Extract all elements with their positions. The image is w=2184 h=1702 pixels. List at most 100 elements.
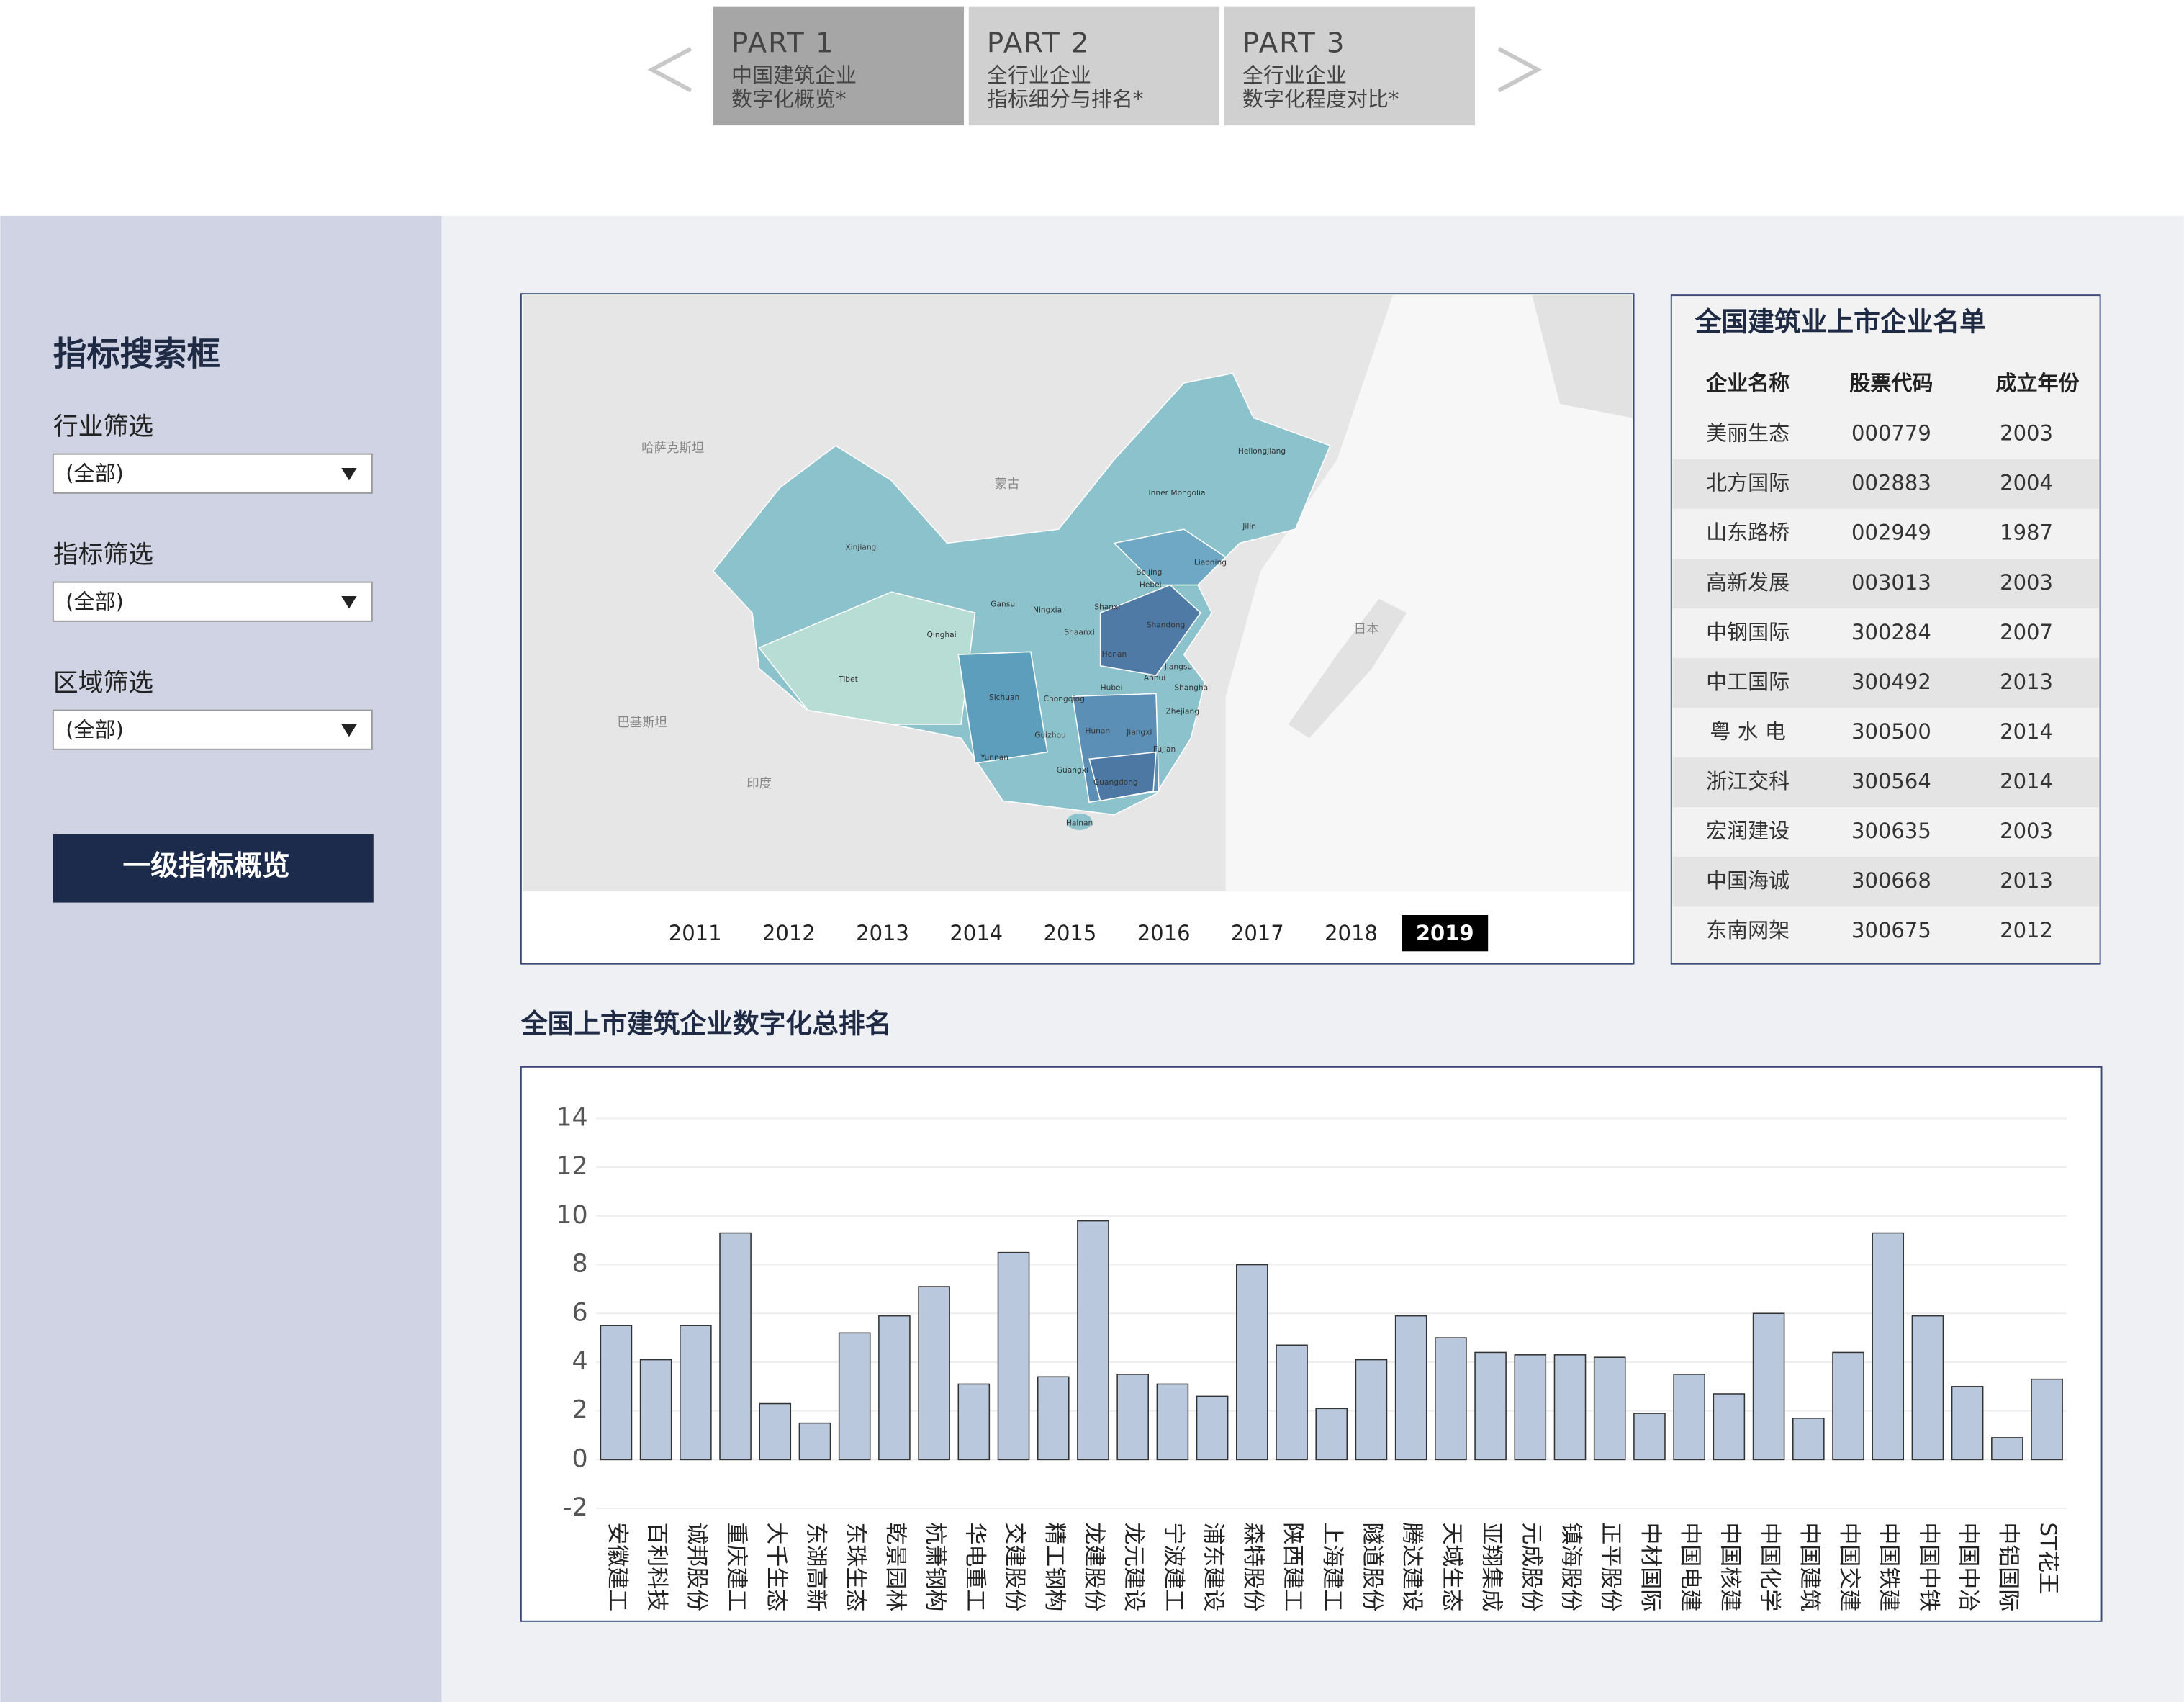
table-cell: 2007 [2000, 620, 2053, 644]
table-row [1672, 708, 2099, 758]
year-option[interactable]: 2011 [669, 921, 722, 945]
column-header: 企业名称 [1706, 371, 1790, 395]
bar [1752, 1312, 1785, 1461]
bar [957, 1383, 991, 1461]
bar [798, 1422, 831, 1461]
map-label: Sichuan [989, 693, 1019, 702]
nav-tab[interactable] [968, 6, 1220, 126]
bar [1236, 1264, 1268, 1461]
table-cell: 山东路桥 [1706, 521, 1790, 545]
x-tick-label: 龙建股份 [1081, 1522, 1107, 1611]
x-tick-label: 正平股份 [1598, 1522, 1624, 1611]
x-tick-label: 宁波建工 [1160, 1522, 1186, 1611]
bar [1673, 1374, 1705, 1461]
dropdown-arrow [341, 468, 357, 481]
table-cell: 2013 [2000, 670, 2053, 694]
table-cell: 300675 [1851, 918, 1931, 942]
dropdown[interactable] [52, 581, 373, 622]
year-option[interactable]: 2014 [949, 921, 1003, 945]
map-label: Inner Mongolia [1149, 488, 1206, 497]
year-option[interactable]: 2019 [1416, 921, 1474, 945]
chart-title: 全国上市建筑企业数字化总排名 [520, 1008, 892, 1039]
tab-subtitle: 中国建筑企业 [731, 63, 857, 87]
table-cell: 2014 [2000, 769, 2053, 793]
nav-tab[interactable] [1224, 6, 1475, 126]
bar [1474, 1351, 1507, 1461]
bar [719, 1232, 752, 1461]
map-label: Jiangsu [1164, 662, 1192, 672]
region-sichuan [957, 651, 1048, 765]
map-label: 印度 [746, 777, 772, 791]
region-hainan [1067, 813, 1092, 830]
ranking-chart: 全国上市建筑企业数字化总排名 -2 0 2 4 6 8 10 12 14 安徽建工 百利科技 诚邦股份重… [520, 1008, 2103, 1622]
year-selected[interactable] [1402, 914, 1489, 952]
dropdown[interactable] [52, 709, 373, 750]
bar [1832, 1351, 1864, 1461]
x-tick-label: 安徽建工 [604, 1522, 630, 1611]
x-tick-label: 重庆建工 [723, 1522, 749, 1611]
x-tick-label: 中国化学 [1757, 1522, 1783, 1611]
x-tick-label: 中国中冶 [1956, 1522, 1982, 1611]
x-tick-label: 腾达建设 [1399, 1522, 1425, 1611]
nav-tab[interactable] [713, 6, 965, 126]
x-tick-label: 东珠生态 [843, 1522, 869, 1611]
sea [1225, 295, 1633, 892]
prev-arrow[interactable] [647, 47, 692, 93]
tab-subtitle: 全行业企业 [1242, 63, 1347, 87]
land [1532, 295, 1633, 418]
dropdown-value: (全部) [66, 718, 124, 742]
map-label: Shaanxi [1064, 627, 1094, 636]
year-option[interactable]: 2015 [1044, 921, 1097, 945]
y-tick-label: 4 [572, 1347, 588, 1376]
next-arrow[interactable] [1497, 47, 1543, 93]
year-option[interactable]: 2016 [1137, 921, 1191, 945]
dropdown-value: (全部) [66, 590, 124, 614]
bar [1315, 1408, 1348, 1461]
table-row [1672, 558, 2099, 609]
bar [1633, 1413, 1666, 1461]
table-cell: 003013 [1851, 570, 1931, 595]
map-label: Jiangxi [1126, 728, 1152, 737]
x-tick-label: 元成股份 [1518, 1522, 1544, 1611]
dropdown[interactable] [52, 453, 373, 494]
region-central [1099, 584, 1201, 677]
year-option[interactable]: 2012 [762, 921, 816, 945]
column-header: 股票代码 [1849, 371, 1933, 395]
bar [1077, 1220, 1109, 1461]
tab-part: PART 2 [987, 27, 1091, 59]
bar [1355, 1359, 1388, 1461]
map-label: Shanghai [1174, 683, 1210, 693]
y-tick-label: 12 [556, 1152, 587, 1181]
table-cell: 2003 [2000, 570, 2053, 595]
year-option[interactable]: 2017 [1231, 921, 1284, 945]
x-tick-label: 陕西建工 [1280, 1522, 1306, 1611]
map-label: Heilongjiang [1238, 446, 1286, 456]
overview-button[interactable] [53, 834, 374, 903]
x-tick-label: 中铝国际 [1995, 1522, 2021, 1611]
table-cell: 000779 [1851, 421, 1931, 446]
x-tick-label: 中国交建 [1836, 1522, 1862, 1611]
map-label: Qinghai [927, 630, 957, 639]
map-label: 蒙古 [995, 477, 1020, 492]
x-tick-label: 百利科技 [644, 1522, 670, 1611]
button-label: 一级指标概览 [123, 850, 290, 883]
table-row [1672, 459, 2099, 509]
x-tick-label: 东湖高新 [803, 1522, 829, 1611]
table-cell: 美丽生态 [1706, 421, 1790, 446]
year-option[interactable]: 2013 [856, 921, 909, 945]
dropdown-value: (全部) [66, 461, 124, 486]
year-option[interactable]: 2018 [1325, 921, 1378, 945]
map-label: Henan [1102, 649, 1127, 659]
table-cell: 中钢国际 [1706, 620, 1790, 644]
y-tick-label: -2 [563, 1493, 588, 1522]
table-cell: 2014 [2000, 719, 2053, 744]
region-west [758, 591, 976, 725]
tab-subtitle: 数字化程度对比* [1242, 86, 1399, 111]
map-label: Anhui [1144, 673, 1165, 683]
x-tick-label: 交建股份 [1002, 1522, 1028, 1611]
bar [759, 1402, 792, 1461]
bar [680, 1325, 712, 1461]
map-label: Gansu [991, 600, 1015, 609]
x-tick-label: 诚邦股份 [684, 1522, 710, 1611]
